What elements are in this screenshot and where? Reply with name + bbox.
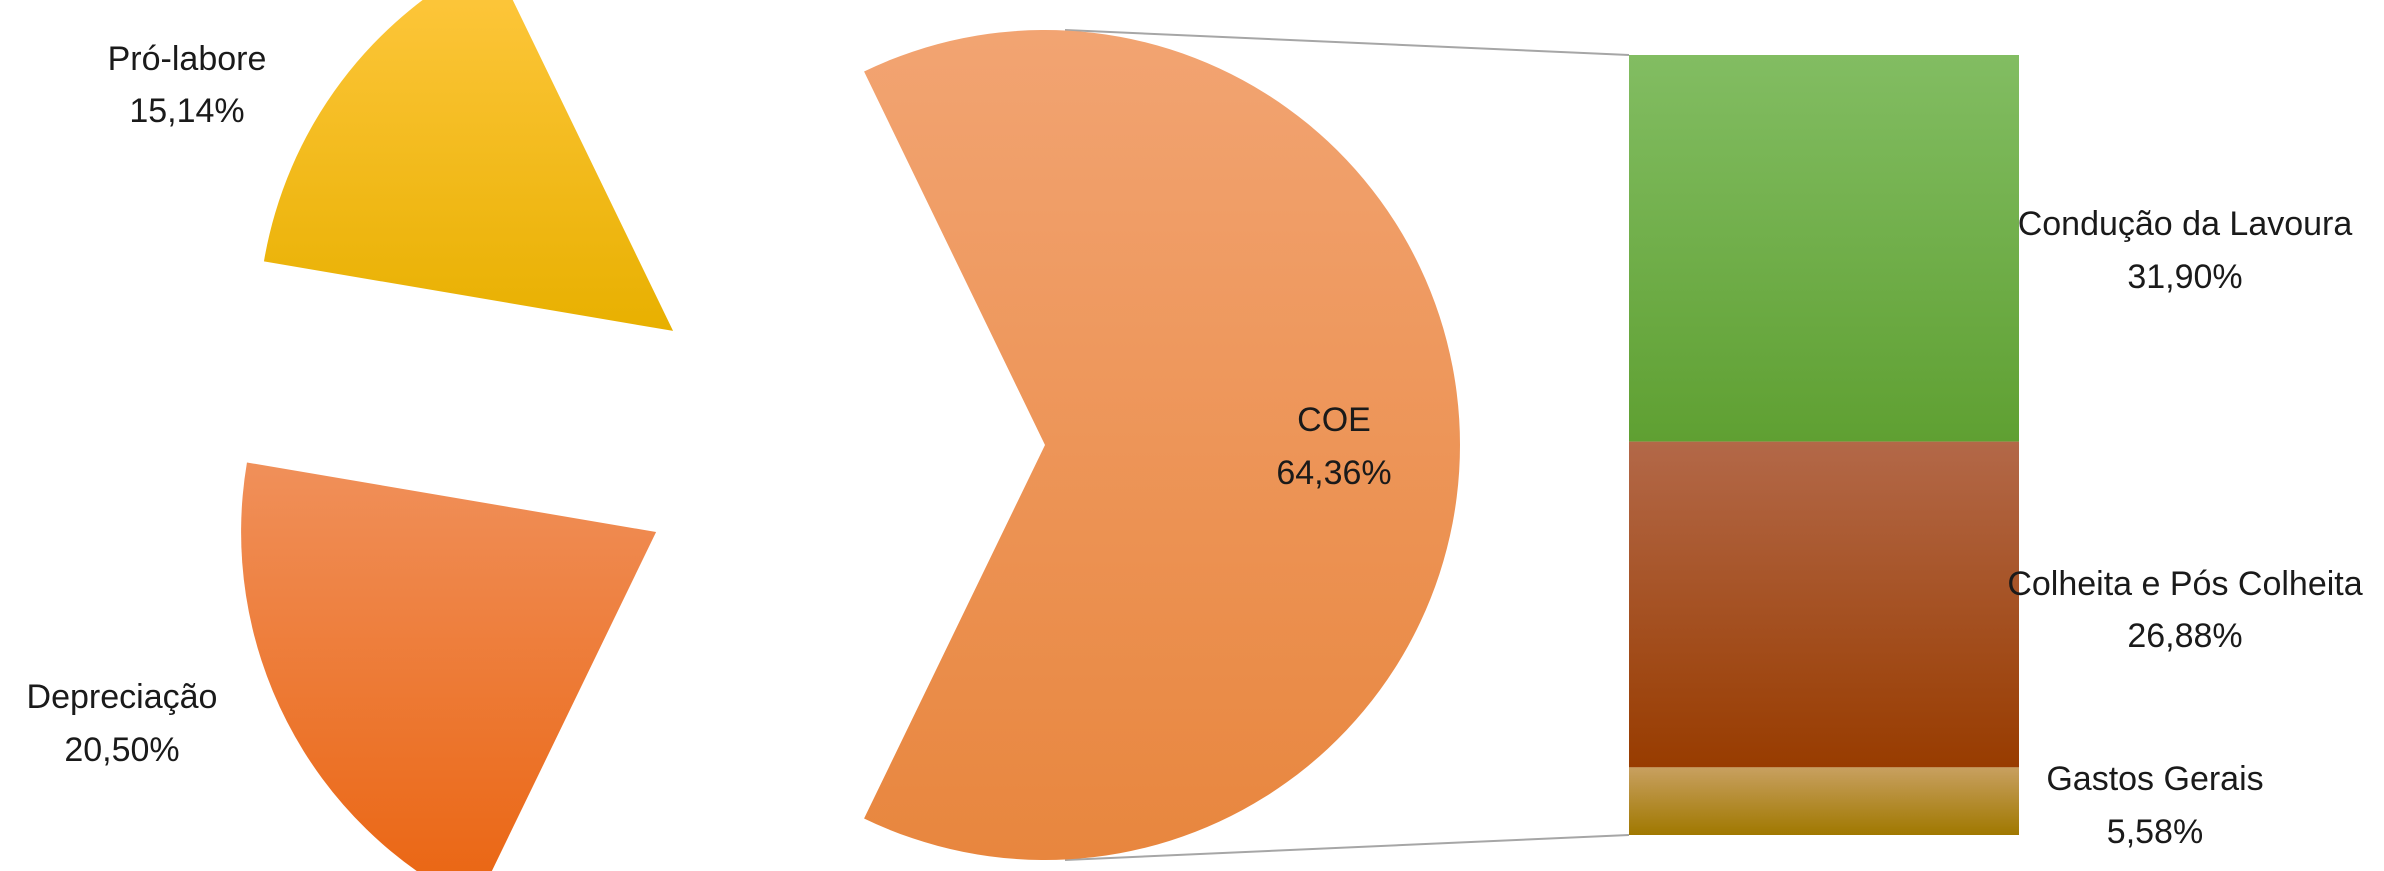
pie-label-coe: COE bbox=[1297, 401, 1371, 439]
bar-label-gastos-gerais: Gastos Gerais bbox=[2046, 760, 2263, 798]
bar-value-gastos-gerais: 5,58% bbox=[2107, 813, 2203, 851]
pie-value-depreciacao: 20,50% bbox=[64, 731, 179, 769]
connector-line-bottom bbox=[1064, 834, 1630, 861]
bar-label-conducao-da-lavoura: Condução da Lavoura bbox=[2018, 205, 2353, 243]
bar-value-conducao-da-lavoura: 31,90% bbox=[2127, 258, 2242, 296]
pie-slice-coe bbox=[864, 29, 1461, 860]
pie-label-depreciacao: Depreciação bbox=[27, 678, 218, 716]
bar-label-colheita-e-pos-colheita: Colheita e Pós Colheita bbox=[2007, 565, 2362, 603]
connector-line-top bbox=[1064, 29, 1630, 56]
bar-segment-colheita-e-pos-colheita bbox=[1629, 441, 2019, 768]
pie-slice-depreciacao bbox=[241, 462, 657, 871]
bar-value-colheita-e-pos-colheita: 26,88% bbox=[2127, 617, 2242, 655]
pie-slice-pro-labore bbox=[263, 0, 674, 331]
pie-label-pro-labore: Pró-labore bbox=[108, 40, 267, 78]
pie-value-pro-labore: 15,14% bbox=[129, 92, 244, 130]
pie-value-coe: 64,36% bbox=[1276, 454, 1391, 492]
bar-segment-conducao-da-lavoura bbox=[1629, 55, 2019, 442]
bar-segment-gastos-gerais bbox=[1629, 767, 2019, 835]
